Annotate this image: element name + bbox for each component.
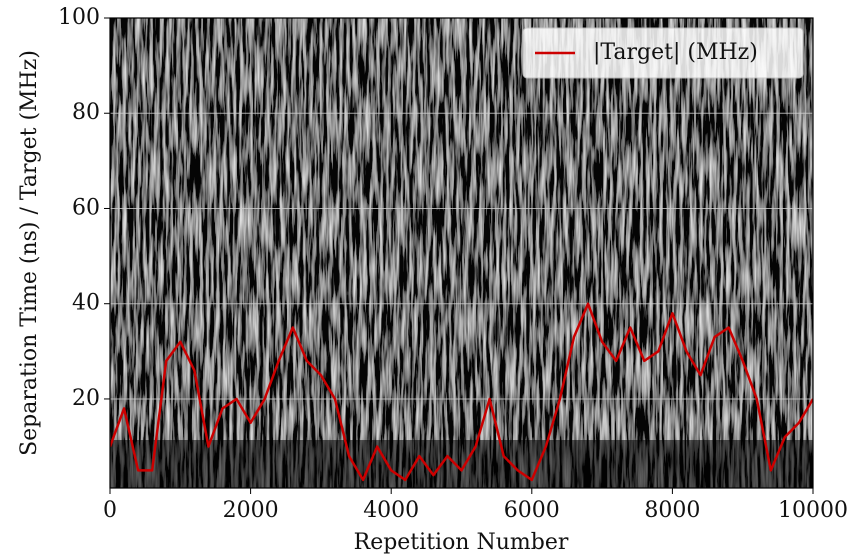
x-tick-label: 8000 <box>644 498 700 523</box>
y-tick-label: 20 <box>72 386 100 411</box>
heatmap-texture <box>110 18 813 488</box>
x-tick-label: 2000 <box>223 498 279 523</box>
y-tick-label: 40 <box>72 291 100 316</box>
legend-label: |Target| (MHz) <box>593 40 758 65</box>
plot-area <box>110 302 813 482</box>
legend: |Target| (MHz) <box>522 27 804 79</box>
series-line <box>110 302 813 482</box>
y-tick-label: 60 <box>72 195 100 220</box>
heatmap-shade <box>110 440 813 488</box>
y-axis-label: Separation Time (ns) / Target (MHz) <box>17 50 42 456</box>
y-tick-label: 80 <box>72 100 100 125</box>
legend-box <box>522 27 804 79</box>
y-tick-label: 100 <box>58 5 100 30</box>
x-tick-label: 0 <box>103 498 117 523</box>
x-tick-label: 4000 <box>363 498 419 523</box>
x-axis-label: Repetition Number <box>354 530 569 555</box>
grid <box>110 17 813 400</box>
axes-frame <box>109 17 814 489</box>
x-tick-label: 10000 <box>778 498 848 523</box>
ticks: 20 40 60 80 100 0 2000 4000 6000 8000 10000 <box>58 5 848 523</box>
x-tick-label: 6000 <box>504 498 560 523</box>
